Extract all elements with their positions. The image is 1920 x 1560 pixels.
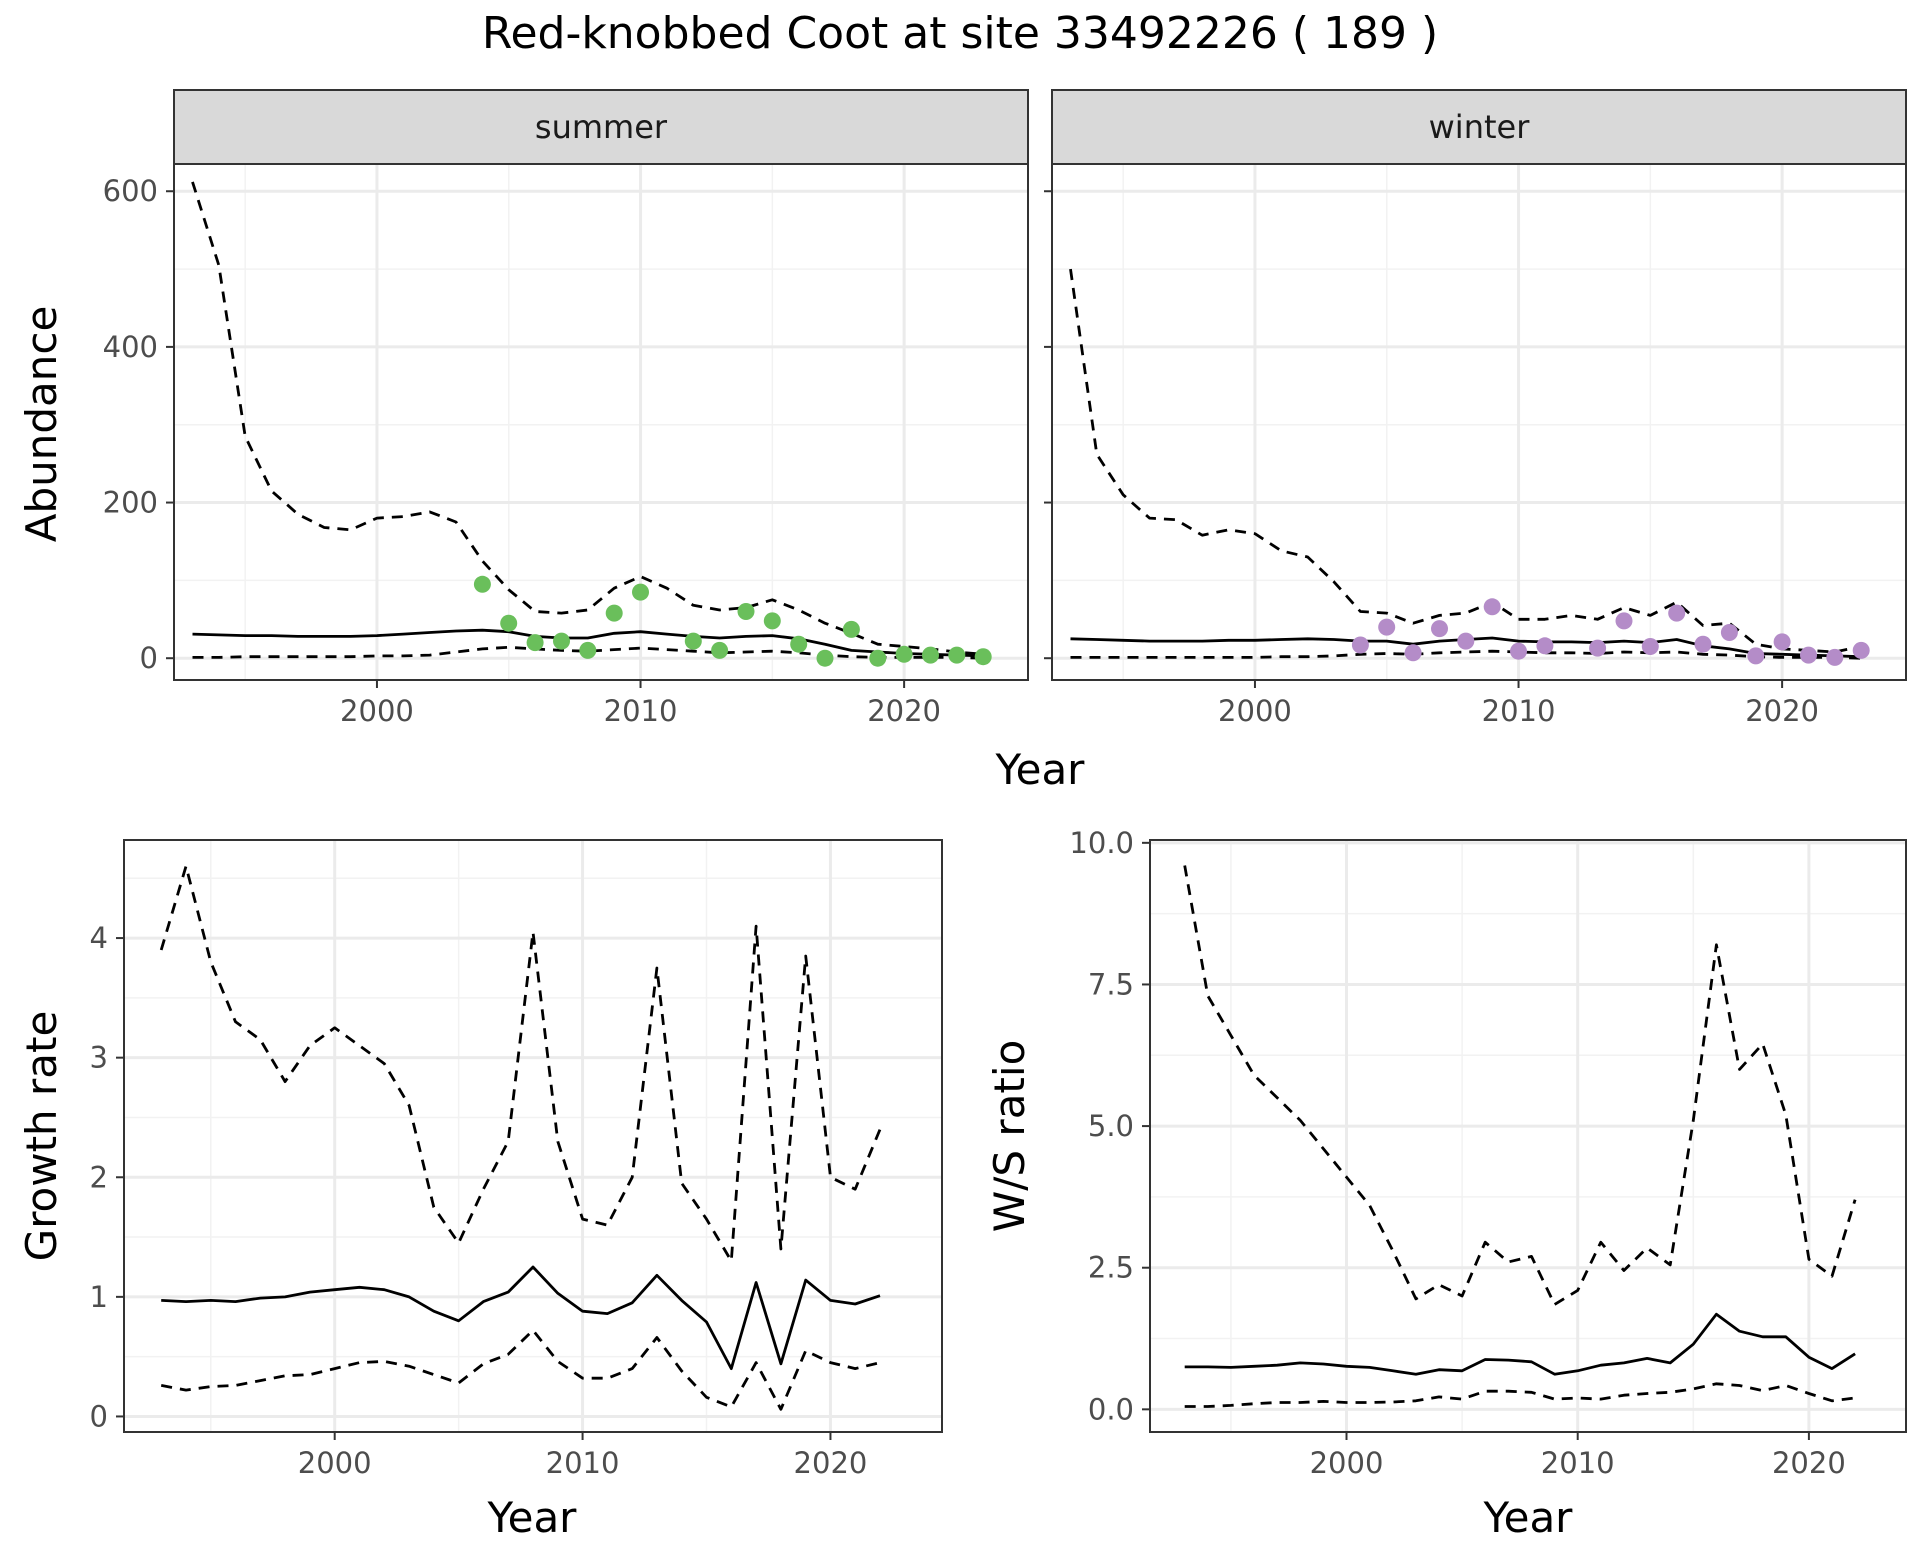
growth-y-axis-title: Growth rate — [17, 1011, 66, 1262]
observed-point — [1852, 641, 1870, 659]
lower-bound-line — [160, 1328, 881, 1411]
plot-background — [1052, 164, 1906, 680]
upper-bound-line — [159, 864, 882, 1263]
y-tick-label: 400 — [103, 330, 158, 364]
upper-bound-line — [191, 181, 984, 656]
top-y-axis-title: Abundance — [17, 306, 66, 543]
observed-point — [1615, 612, 1633, 630]
x-tick-label: 2020 — [1772, 1446, 1846, 1480]
y-tick-label: 10.0 — [1069, 826, 1134, 860]
observed-point — [922, 646, 939, 664]
y-tick-label: 0 — [90, 1399, 108, 1433]
observed-point — [1773, 633, 1791, 651]
growth-x-axis-title: Year — [487, 1493, 578, 1542]
observed-point — [1536, 637, 1554, 655]
x-tick-label: 2010 — [1482, 694, 1556, 728]
observed-point — [869, 649, 887, 667]
observed-point — [895, 645, 913, 663]
observed-point — [816, 649, 834, 667]
observed-point — [684, 632, 702, 650]
upper-bound-line — [1183, 865, 1857, 1306]
y-tick-label: 600 — [103, 174, 158, 208]
observed-point — [1641, 638, 1659, 655]
y-tick-label: 4 — [90, 921, 108, 955]
x-tick-label: 2010 — [604, 694, 678, 728]
observed-point — [1800, 646, 1817, 664]
observed-point — [1747, 647, 1765, 665]
x-tick-label: 2000 — [340, 694, 414, 728]
observed-point — [1457, 632, 1475, 650]
x-tick-label: 2020 — [794, 1446, 868, 1480]
observed-point — [500, 614, 518, 632]
y-tick-label: 2.5 — [1088, 1251, 1134, 1285]
observed-point — [948, 646, 966, 664]
plot-background — [1150, 840, 1906, 1432]
observed-point — [842, 620, 860, 638]
observed-point — [632, 583, 649, 601]
chart-title: Red-knobbed Coot at site 33492226 ( 189 … — [482, 8, 1438, 59]
observed-point — [1510, 642, 1527, 660]
observed-point — [526, 634, 544, 652]
y-tick-label: 0 — [140, 641, 158, 675]
x-tick-label: 2010 — [546, 1446, 620, 1480]
ws-y-axis-title: W/S ratio — [985, 1040, 1034, 1233]
y-tick-label: 2 — [90, 1160, 108, 1194]
panel-border — [123, 839, 943, 1433]
facet-label: winter — [1429, 108, 1531, 146]
estimate-line — [1184, 1312, 1856, 1376]
x-tick-label: 2000 — [298, 1446, 372, 1480]
facet-label: summer — [535, 108, 668, 146]
observed-point — [1351, 636, 1369, 654]
observed-point — [605, 604, 623, 622]
observed-point — [579, 641, 597, 659]
ws-x-axis-title: Year — [1483, 1493, 1574, 1542]
facet-strip — [1051, 89, 1907, 165]
observed-point — [790, 635, 808, 653]
facet-strip — [173, 89, 1029, 165]
observed-point — [1378, 618, 1396, 636]
observed-point — [1431, 620, 1448, 638]
observed-point — [1668, 604, 1686, 622]
observed-point — [1720, 624, 1738, 641]
x-tick-label: 2010 — [1541, 1446, 1615, 1480]
observed-point — [974, 648, 992, 666]
winter-panel: winter 2000 2010 2020 — [1044, 89, 1907, 728]
observed-point — [473, 575, 491, 593]
summer-panel: summer 2000 2010 2020 0 200 400 600 — [103, 89, 1029, 728]
observed-point — [763, 612, 781, 630]
plot-background — [124, 840, 942, 1432]
x-tick-label: 2000 — [1218, 694, 1292, 728]
estimate-line — [161, 1265, 881, 1370]
observed-point — [737, 603, 755, 620]
upper-bound-line — [1069, 268, 1862, 654]
x-tick-label: 2000 — [1310, 1446, 1384, 1480]
top-x-axis-title: Year — [995, 745, 1086, 794]
observed-point — [553, 632, 570, 650]
y-tick-label: 0.0 — [1088, 1392, 1134, 1426]
y-tick-label: 7.5 — [1088, 967, 1134, 1001]
estimate-line — [192, 628, 984, 658]
observed-point — [1483, 598, 1501, 616]
y-tick-label: 5.0 — [1088, 1109, 1134, 1143]
growth-rate-panel: 2000 2010 2020 0 1 2 3 4 — [90, 839, 943, 1480]
observed-point — [1694, 635, 1712, 653]
observed-point — [711, 641, 729, 659]
y-tick-label: 3 — [90, 1041, 108, 1075]
x-tick-label: 2020 — [867, 694, 941, 728]
observed-point — [1826, 648, 1844, 666]
plot-background — [174, 164, 1028, 680]
y-tick-label: 200 — [103, 486, 158, 520]
panel-border — [1149, 839, 1907, 1433]
ws-ratio-panel: 2000 2010 2020 0.0 2.5 5.0 7.5 10.0 — [1069, 826, 1907, 1480]
observed-point — [1404, 644, 1422, 662]
observed-point — [1589, 639, 1607, 657]
x-tick-label: 2020 — [1745, 694, 1819, 728]
y-tick-label: 1 — [90, 1280, 108, 1314]
